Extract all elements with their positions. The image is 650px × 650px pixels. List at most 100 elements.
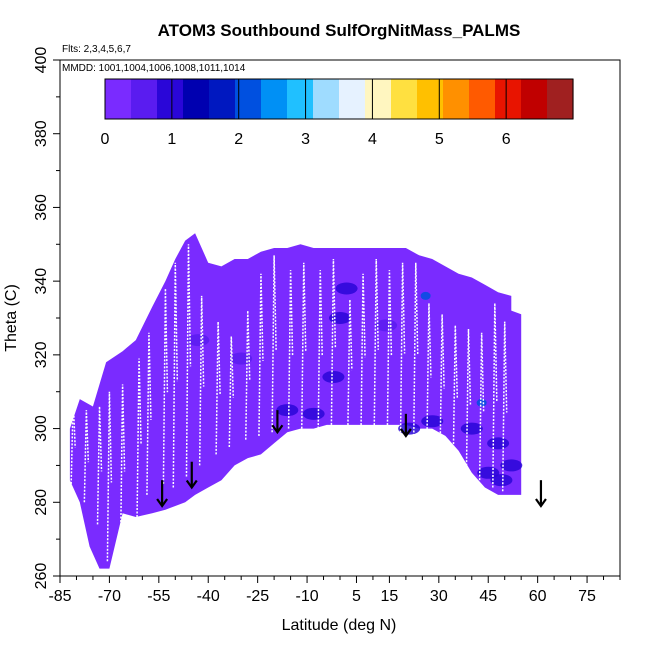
flight-profile-track-21 — [347, 299, 353, 429]
colorbar-swatch-18 — [547, 79, 574, 119]
y-tick-label-340: 340 — [33, 268, 50, 295]
flight-profile-track-22 — [360, 273, 366, 429]
flight-profile-track-28 — [439, 314, 445, 451]
colorbar-swatch-8 — [287, 79, 314, 119]
colorbar-swatch-10 — [339, 79, 366, 119]
y-tick-label-260: 260 — [33, 563, 50, 590]
x-axis-label: Latitude (deg N) — [282, 617, 397, 634]
dates-label: MMDD: 1001,1004,1006,1008,1011,1014 — [62, 63, 246, 74]
colorbar-tick-label-0: 0 — [101, 131, 110, 148]
direction-arrow-1 — [156, 480, 169, 508]
y-tick-label-300: 300 — [33, 415, 50, 442]
flight-profile-track-9 — [172, 262, 179, 488]
direction-arrow-2 — [185, 461, 198, 490]
flight-profile-track-23 — [373, 259, 379, 429]
colorbar-tick-label-2: 2 — [234, 131, 243, 148]
y-axis-label: Theta (C) — [3, 284, 20, 352]
colorbar-tick-label-4: 4 — [368, 131, 377, 148]
concentration-patch-1 — [276, 404, 299, 417]
x-tick-label-15: 15 — [381, 588, 399, 605]
concentration-patch-13 — [420, 291, 431, 300]
colorbar-swatch-7 — [261, 79, 288, 119]
arrow-head — [399, 428, 412, 438]
colorbar-tick-label-1: 1 — [167, 131, 176, 148]
flight-profile-track-30 — [465, 329, 472, 470]
plot-area — [69, 233, 547, 569]
direction-arrow-4 — [399, 413, 412, 438]
y-tick-label-280: 280 — [33, 489, 50, 516]
colorbar-swatch-3 — [157, 79, 184, 119]
concentration-patch-8 — [460, 422, 483, 435]
flight-profile-track-26 — [413, 262, 419, 436]
flight-profile-track-24 — [386, 270, 393, 429]
flights-label: Flts: 2,3,4,5,6,7 — [62, 44, 131, 55]
chart-title: ATOM3 Southbound SulfOrgNitMass_PALMS — [158, 21, 521, 40]
flight-profile-track-19 — [317, 270, 323, 429]
arrow-head — [185, 479, 198, 490]
colorbar-swatch-12 — [391, 79, 418, 119]
flight-profile-track-20 — [330, 259, 337, 425]
flight-profile-track-13 — [228, 336, 235, 448]
flight-profile-track-17 — [287, 270, 294, 429]
flight-profile-track-29 — [452, 325, 459, 459]
y-tick-label-380: 380 — [33, 120, 50, 147]
x-tick-label-60: 60 — [529, 588, 547, 605]
flight-profile-track-16 — [271, 255, 277, 433]
concentration-patch-4 — [335, 282, 358, 295]
flight-profile-track-25 — [399, 262, 406, 433]
arrow-head — [156, 498, 169, 508]
flight-profile-track-18 — [301, 262, 307, 429]
y-tick-label-400: 400 — [33, 47, 50, 74]
arrow-head — [535, 498, 547, 508]
concentration-patch-2 — [302, 407, 325, 420]
x-tick-label--25: -25 — [246, 588, 269, 605]
concentration-patch-14 — [476, 398, 487, 407]
x-tick-label--55: -55 — [147, 588, 170, 605]
concentration-patch-11 — [500, 459, 523, 472]
colorbar-swatch-4 — [183, 79, 210, 119]
colorbar: 0 1 2 3 4 5 6 — [101, 78, 574, 148]
x-tick-label-75: 75 — [578, 588, 596, 605]
colorbar-swatch-6 — [235, 79, 262, 119]
x-tick-label--10: -10 — [295, 588, 318, 605]
colorbar-swatch-1 — [105, 79, 132, 119]
colorbar-swatch-11 — [365, 79, 392, 119]
colorbar-swatch-16 — [495, 79, 522, 119]
x-tick-label-5: 5 — [352, 588, 361, 605]
x-tick-label--85: -85 — [48, 588, 71, 605]
y-tick-label-320: 320 — [33, 341, 50, 368]
flight-profile-track-6 — [136, 358, 142, 518]
flight-profile-track-32 — [492, 303, 498, 488]
colorbar-swatch-15 — [469, 79, 496, 119]
flight-profile-track-33 — [501, 321, 508, 492]
colorbar-swatch-2 — [131, 79, 158, 119]
flight-profile-track-1 — [70, 399, 76, 484]
colorbar-swatch-9 — [313, 79, 340, 119]
x-tick-label--70: -70 — [98, 588, 121, 605]
direction-arrow-5 — [535, 480, 547, 508]
colorbar-tick-label-3: 3 — [301, 131, 310, 148]
concentration-patch-5 — [322, 370, 345, 383]
data-coverage-region — [69, 233, 522, 569]
concentration-patch-12 — [490, 474, 513, 487]
flight-profile-track-11 — [198, 295, 205, 466]
flight-profile-track-3 — [96, 406, 103, 525]
concentration-patch-16 — [187, 334, 210, 347]
x-tick-label-30: 30 — [430, 588, 448, 605]
colorbar-swatch-14 — [443, 79, 470, 119]
axes: -85 -70 -55 -40 -25 -10 5 15 30 45 60 7526028030032… — [33, 47, 621, 605]
colorbar-tick-label-5: 5 — [435, 131, 444, 148]
colorbar-tick-label-6: 6 — [502, 131, 511, 148]
flight-profile-track-31 — [478, 332, 485, 481]
arrow-head — [271, 424, 284, 435]
colorbar-swatch-5 — [209, 79, 236, 119]
flight-profile-track-12 — [215, 321, 221, 455]
direction-arrow-3 — [271, 410, 284, 435]
flight-profile-track-14 — [245, 310, 251, 440]
x-tick-label-45: 45 — [479, 588, 497, 605]
flight-profile-track-27 — [426, 303, 432, 440]
x-tick-label--40: -40 — [197, 588, 220, 605]
flight-profile-track-4 — [106, 391, 113, 562]
y-tick-label-360: 360 — [33, 194, 50, 221]
